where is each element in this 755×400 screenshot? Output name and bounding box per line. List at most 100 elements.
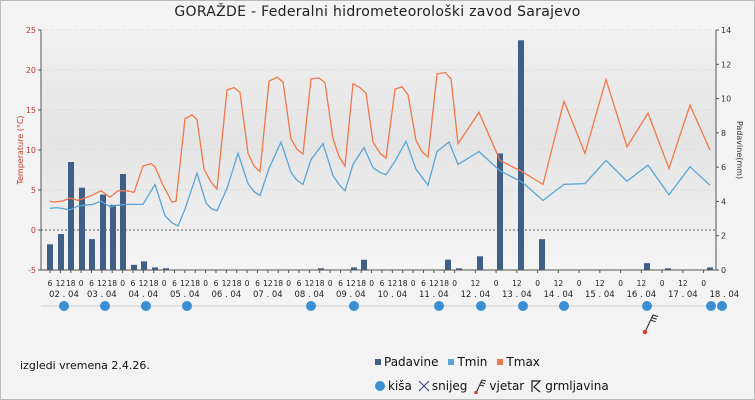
precip-bar <box>58 234 64 270</box>
y2-tick-label: 12 <box>721 60 731 69</box>
tmin-line <box>49 139 711 227</box>
rain-marker <box>182 301 192 311</box>
x-day-label: 06 . 04 <box>211 290 241 300</box>
precip-bar <box>665 268 671 270</box>
precip-bar <box>707 267 713 270</box>
legend-item-padavine: Padavine <box>375 355 438 369</box>
x-hour-label: 12 <box>97 279 107 288</box>
precip-bar <box>79 187 85 270</box>
rain-dot-icon <box>375 381 385 391</box>
x-hour-label: 6 <box>338 279 343 288</box>
x-day-label: 15 . 04 <box>585 290 615 300</box>
legend-symbols: kiša snijeg vjetar grmljavina <box>375 378 619 394</box>
rain-marker <box>141 301 151 311</box>
y-tick-label: 15 <box>26 106 36 115</box>
rain-marker <box>476 301 486 311</box>
legend-label: Tmax <box>506 355 540 369</box>
precip-bar <box>47 244 53 270</box>
wind-staff <box>644 314 654 333</box>
precip-bar <box>497 153 503 270</box>
wind-barb <box>651 317 657 320</box>
x-hour-label: 12 <box>595 279 605 288</box>
x-hour-label: 12 <box>388 279 398 288</box>
x-day-label: 14 . 04 <box>543 290 573 300</box>
x-day-label: 12 . 04 <box>460 290 490 300</box>
x-hour-label: 12 <box>554 279 564 288</box>
precipitation-bars <box>47 40 713 271</box>
x-hour-label: 6 <box>48 279 53 288</box>
legend-label: kiša <box>388 379 412 393</box>
rain-marker <box>717 301 727 311</box>
x-day-label: 17 . 04 <box>668 290 698 300</box>
wind-barb <box>652 314 659 317</box>
x-hour-label: 0 <box>535 279 540 288</box>
x-hour-label: 12 <box>139 279 149 288</box>
x-hour-label: 0 <box>494 279 499 288</box>
x-hour-label: 6 <box>380 279 385 288</box>
thunder-icon <box>531 380 542 393</box>
legend-item-rain: kiša <box>375 379 412 393</box>
legend-item-thunder: grmljavina <box>530 379 609 393</box>
rain-marker <box>706 301 716 311</box>
x-hour-label: 0 <box>328 279 333 288</box>
rain-marker <box>518 301 528 311</box>
x-hour-label: 18 <box>315 279 325 288</box>
x-hour-label: 18 <box>66 279 76 288</box>
forecast-caption: izgledi vremena 2.4.26. <box>20 359 150 372</box>
rain-marker <box>642 301 652 311</box>
rain-marker <box>100 301 110 311</box>
x-hour-label: 18 <box>356 279 366 288</box>
precip-bar <box>120 174 126 270</box>
bar-swatch-icon <box>375 359 381 365</box>
x-hour-label: 6 <box>297 279 302 288</box>
legend-item-wind: vjetar <box>473 378 524 394</box>
x-hour-label: 0 <box>79 279 84 288</box>
rain-marker <box>559 301 569 311</box>
precip-bar <box>110 204 116 270</box>
y2-tick-label: 2 <box>721 232 726 241</box>
y-tick-label: 25 <box>26 26 36 35</box>
x-hour-label: 12 <box>471 279 481 288</box>
precip-bar <box>100 194 106 270</box>
precip-bar <box>456 268 462 270</box>
precip-bar <box>68 162 74 270</box>
legend-label: vjetar <box>489 379 525 393</box>
temperature-lines <box>49 71 711 227</box>
tmax-line <box>49 71 711 203</box>
x-day-label: 11 . 04 <box>419 290 449 300</box>
wind-barb <box>650 319 656 323</box>
x-hour-label: 6 <box>421 279 426 288</box>
x-hour-label: 18 <box>398 279 408 288</box>
y2-tick-label: 10 <box>721 95 731 104</box>
x-hour-label: 0 <box>369 279 374 288</box>
x-hour-label: 0 <box>660 279 665 288</box>
x-day-label: 16 . 04 <box>626 290 656 300</box>
y2-tick-label: 14 <box>721 26 731 35</box>
y2-tick-label: 4 <box>721 197 726 206</box>
x-hour-label: 6 <box>172 279 177 288</box>
x-hour-label: 12 <box>263 279 273 288</box>
rain-marker <box>59 301 69 311</box>
x-hour-label: 6 <box>131 279 136 288</box>
precip-bar <box>518 40 524 271</box>
x-hour-label: 0 <box>120 279 125 288</box>
legend-item-tmin: Tmin <box>448 355 487 369</box>
x-day-label: 13 . 04 <box>502 290 532 300</box>
snow-star-icon <box>418 380 430 392</box>
y-tick-label: 10 <box>26 146 36 155</box>
y-tick-label: 20 <box>26 66 36 75</box>
x-hour-label: 12 <box>305 279 315 288</box>
x-hour-label: 0 <box>452 279 457 288</box>
y-tick-label: 5 <box>31 186 36 195</box>
y2-tick-label: 6 <box>721 163 726 172</box>
x-hour-label: 0 <box>245 279 250 288</box>
x-hour-label: 6 <box>214 279 219 288</box>
precip-bar <box>351 267 357 270</box>
precip-bar <box>89 239 95 270</box>
x-hour-label: 0 <box>162 279 167 288</box>
wind-dot <box>642 329 648 335</box>
wind-marker <box>642 314 659 335</box>
legend-label: grmljavina <box>545 379 609 393</box>
y2-tick-label: 0 <box>721 266 726 275</box>
